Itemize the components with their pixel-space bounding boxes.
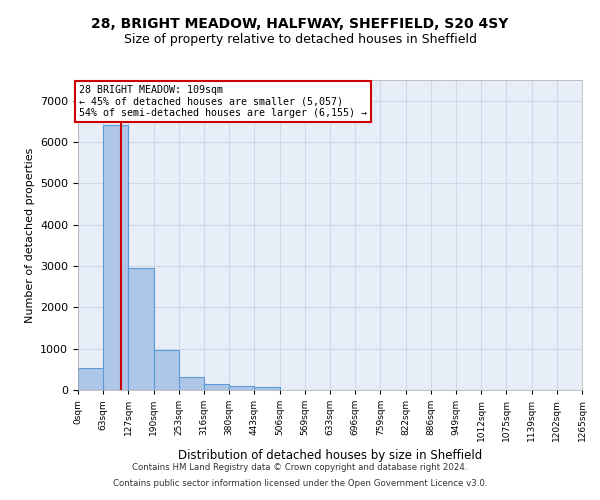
- Bar: [103, 126, 128, 390]
- Text: 28 BRIGHT MEADOW: 109sqm
← 45% of detached houses are smaller (5,057)
54% of sem: 28 BRIGHT MEADOW: 109sqm ← 45% of detach…: [79, 85, 367, 118]
- Text: 28, BRIGHT MEADOW, HALFWAY, SHEFFIELD, S20 4SY: 28, BRIGHT MEADOW, HALFWAY, SHEFFIELD, S…: [91, 18, 509, 32]
- Y-axis label: Number of detached properties: Number of detached properties: [25, 148, 35, 322]
- Text: Contains public sector information licensed under the Open Government Licence v3: Contains public sector information licen…: [113, 478, 487, 488]
- Bar: [204, 384, 229, 390]
- Text: Contains HM Land Registry data © Crown copyright and database right 2024.: Contains HM Land Registry data © Crown c…: [132, 464, 468, 472]
- Bar: [229, 386, 254, 390]
- Bar: [154, 350, 179, 390]
- Bar: [128, 268, 154, 390]
- Bar: [179, 376, 204, 390]
- Text: Size of property relative to detached houses in Sheffield: Size of property relative to detached ho…: [124, 32, 476, 46]
- Bar: [78, 368, 103, 390]
- Bar: [254, 387, 280, 390]
- X-axis label: Distribution of detached houses by size in Sheffield: Distribution of detached houses by size …: [178, 450, 482, 462]
